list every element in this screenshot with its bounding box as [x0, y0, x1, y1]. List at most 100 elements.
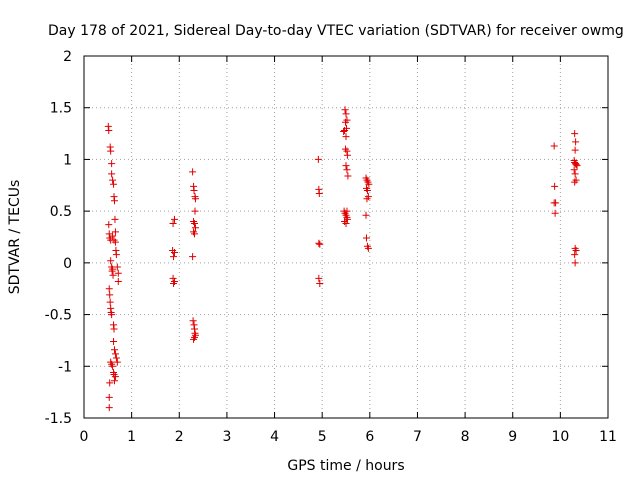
data-point — [316, 240, 324, 248]
data-point — [107, 257, 115, 265]
data-point — [552, 199, 560, 207]
data-point — [340, 128, 348, 136]
chart-title: Day 178 of 2021, Sidereal Day-to-day VTE… — [48, 23, 624, 39]
data-point — [551, 209, 559, 217]
data-point — [571, 259, 579, 267]
data-point — [316, 280, 324, 288]
grid-lines — [84, 56, 608, 418]
data-point — [105, 126, 113, 134]
data-point — [110, 337, 118, 345]
data-point — [189, 317, 197, 325]
data-point — [109, 232, 117, 240]
y-tick-label: 0.5 — [50, 204, 72, 220]
y-axis-label: SDTVAR / TECUs — [7, 180, 23, 295]
data-point — [109, 265, 117, 273]
x-axis-label: GPS time / hours — [287, 458, 404, 474]
data-point — [363, 186, 371, 194]
data-point — [341, 106, 349, 114]
data-point — [171, 249, 179, 257]
data-point — [363, 195, 371, 203]
data-point — [111, 238, 119, 246]
data-point — [105, 285, 113, 293]
data-point — [110, 197, 118, 205]
data-point — [344, 172, 352, 180]
data-point — [342, 162, 350, 170]
data-point — [362, 211, 370, 219]
data-point — [112, 354, 120, 362]
data-point — [191, 230, 199, 238]
data-point — [342, 118, 350, 126]
data-point — [343, 207, 351, 215]
data-point — [110, 377, 118, 385]
data-points — [104, 106, 581, 412]
data-point — [572, 246, 580, 254]
x-tick-label: 10 — [551, 429, 569, 445]
data-point — [341, 126, 349, 134]
x-tick-label: 9 — [508, 429, 517, 445]
data-point — [106, 379, 114, 387]
data-point — [191, 224, 199, 232]
data-point — [113, 358, 121, 366]
data-point — [191, 220, 199, 228]
data-point — [111, 373, 119, 381]
data-point — [109, 271, 117, 279]
x-tick-label: 11 — [599, 429, 617, 445]
plot-frame — [83, 55, 609, 419]
data-point — [114, 269, 122, 277]
data-point — [105, 404, 113, 412]
data-point — [571, 178, 579, 186]
data-point — [111, 215, 119, 223]
data-point — [107, 147, 115, 155]
data-point — [106, 298, 114, 306]
data-point — [111, 350, 119, 358]
data-point — [343, 151, 351, 159]
data-point — [571, 130, 579, 138]
data-point — [191, 207, 199, 215]
data-point — [550, 142, 558, 150]
data-point — [109, 362, 117, 370]
y-tick-label: 1.5 — [50, 101, 72, 117]
data-point — [571, 146, 579, 154]
x-tick-label: 7 — [413, 429, 422, 445]
data-point — [315, 239, 323, 247]
data-point — [114, 277, 122, 285]
data-point — [314, 155, 322, 163]
data-point — [110, 180, 118, 188]
x-tick-label: 0 — [80, 429, 89, 445]
data-point — [551, 182, 559, 190]
x-tick-label: 4 — [270, 429, 279, 445]
y-tick-label: 1 — [63, 152, 72, 168]
data-point — [342, 133, 350, 141]
data-point — [105, 221, 113, 229]
data-point — [190, 335, 198, 343]
data-point — [572, 161, 580, 169]
data-point — [571, 170, 579, 178]
data-point — [342, 220, 350, 228]
x-tick-label: 2 — [175, 429, 184, 445]
data-point — [108, 160, 116, 168]
data-point — [362, 234, 370, 242]
data-point — [171, 215, 179, 223]
data-point — [109, 176, 117, 184]
axis-ticks: 0 1 2 3 4 5 6 7 8 9 10 11 -1.5 -1 -0.5 0 0.5 1 1.5 2 — [45, 49, 617, 445]
data-point — [571, 251, 579, 259]
data-point — [105, 393, 113, 401]
data-point — [108, 311, 116, 319]
data-point — [191, 195, 199, 203]
y-tick-label: -1.5 — [45, 411, 72, 427]
data-point — [190, 186, 198, 194]
data-point — [365, 180, 373, 188]
data-point — [171, 277, 179, 285]
data-point — [110, 325, 118, 333]
data-point — [110, 346, 118, 354]
x-tick-label: 6 — [365, 429, 374, 445]
x-tick-label: 1 — [127, 429, 136, 445]
x-tick-label: 3 — [222, 429, 231, 445]
data-point — [573, 162, 581, 170]
data-point — [169, 220, 177, 228]
data-point — [189, 168, 197, 176]
data-point — [315, 274, 323, 282]
x-tick-label: 5 — [318, 429, 327, 445]
y-tick-label: -0.5 — [45, 308, 72, 324]
